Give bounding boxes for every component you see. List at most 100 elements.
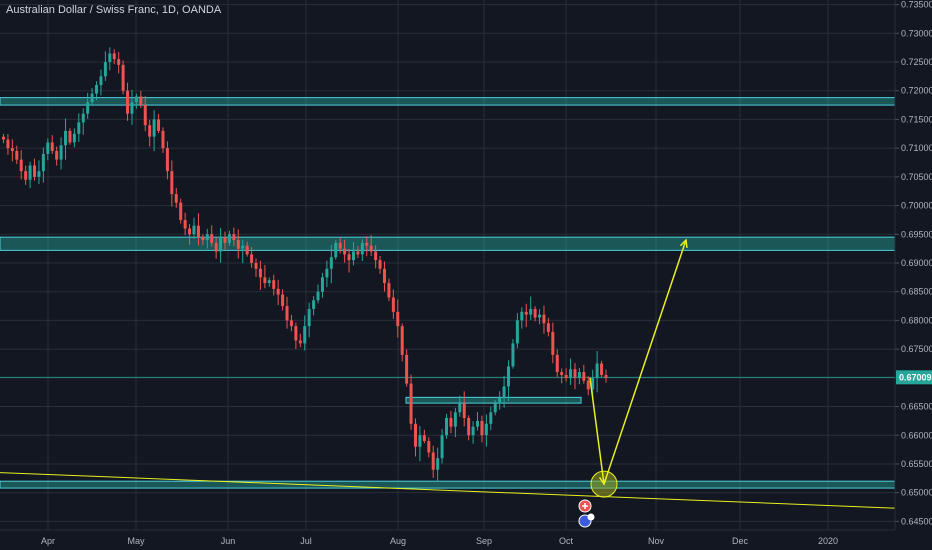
candle [303,315,307,351]
candle [179,198,183,224]
candle [396,299,400,338]
x-tick-label: Jul [300,536,312,546]
candle-body [103,62,107,77]
candle-body [59,145,63,160]
candle [533,306,537,322]
candle-body [449,418,453,427]
candle-body [139,96,143,106]
y-tick-label: 0.68500 [901,287,932,297]
candle-body [507,366,511,387]
candle [241,239,245,264]
candle [515,313,519,349]
candle-body [467,418,471,436]
candle-body [396,311,400,327]
candle [569,358,573,385]
candle [28,161,32,189]
candle-body [484,423,488,436]
candle [121,60,125,95]
candle-body [551,331,555,355]
candle-body [582,372,586,381]
candle-body [325,268,329,278]
candle-body [205,234,209,241]
candle [546,317,550,337]
price-axis[interactable]: 0.73500 0.73000 0.72500 0.72000 0.71500 0.710… [895,0,932,526]
candle-body [347,254,351,261]
candle-body [267,280,271,284]
candle [369,235,373,256]
candle [134,93,138,109]
candle [551,322,555,364]
candle [15,145,19,165]
candle [445,413,448,439]
candle [33,158,37,181]
candle [205,228,209,249]
candle-body [400,326,404,355]
candle [347,249,351,273]
candle [210,225,214,247]
candle [72,128,76,148]
candle [130,89,134,126]
candle [90,88,94,106]
horizontal-zone[interactable] [405,396,582,404]
candle [148,119,152,147]
candle-body [6,139,10,149]
candle-body [33,165,37,177]
candle [453,407,457,438]
candle [245,241,249,257]
candle-body [108,53,112,63]
event-markers[interactable] [578,499,595,528]
y-tick-label: 0.64500 [901,516,932,526]
candle-body [365,242,369,246]
candle-body [157,119,161,131]
event-marker-news[interactable] [578,499,592,513]
candle-body [161,130,165,149]
candle [232,227,236,246]
candle [81,108,85,135]
candle [436,447,440,483]
candle [214,237,218,259]
horizontal-zone[interactable] [0,97,896,106]
y-tick-label: 0.67500 [901,344,932,354]
x-tick-label: Oct [559,536,574,546]
trendline[interactable] [0,472,896,509]
candle [196,213,200,246]
candle [192,217,196,239]
time-axis[interactable]: Apr May Jun Jul Aug Sep Oct Nov Dec 2020 [41,536,838,546]
candle-body [298,340,302,344]
candle [471,421,475,444]
x-tick-label: Apr [41,536,55,546]
candle-body [374,251,378,261]
candle [298,333,302,348]
candle [6,134,10,155]
candle [281,289,285,311]
candle-body [236,240,240,249]
candle [24,165,28,185]
candle [219,227,223,263]
candle-body [405,354,409,384]
candle [307,302,311,338]
candle-body [68,130,72,143]
candle [484,414,488,447]
candle-body [480,420,484,436]
candle-body [258,268,262,278]
horizontal-zone[interactable] [0,480,896,489]
candle [152,110,156,152]
candle-body [37,171,41,177]
candle [10,139,14,162]
candle-body [338,242,342,249]
candle [55,146,59,166]
event-marker-calendar[interactable] [578,513,595,528]
candle-body [95,84,99,94]
candle-body [369,245,373,252]
candle [188,224,192,245]
candle-body [285,306,289,321]
candle [542,305,546,334]
candle-body [126,90,130,114]
last-price-tag [896,370,932,385]
horizontal-zone[interactable] [0,236,896,251]
y-tick-label: 0.65000 [901,488,932,498]
candle [50,135,54,155]
candle [343,239,347,263]
candle [418,425,422,462]
